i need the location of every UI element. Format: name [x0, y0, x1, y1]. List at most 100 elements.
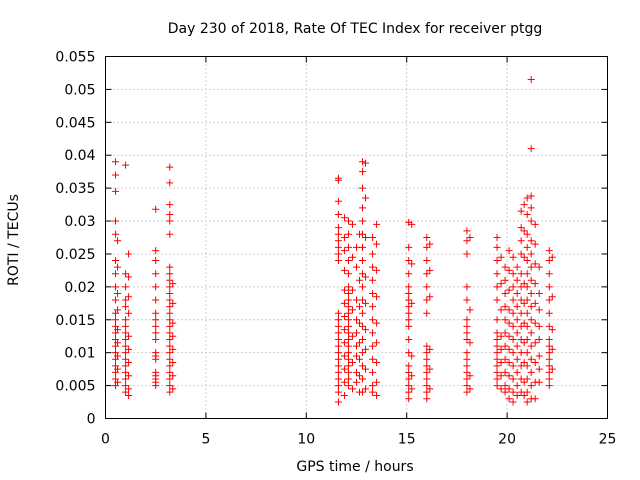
data-point — [122, 382, 130, 390]
data-point — [520, 299, 528, 307]
data-point — [517, 296, 525, 304]
data-point — [408, 385, 416, 393]
data-point — [362, 234, 370, 241]
data-point — [505, 372, 513, 380]
data-point — [423, 309, 431, 317]
data-point — [545, 296, 553, 304]
data-point — [535, 263, 543, 271]
data-point — [517, 322, 525, 330]
data-point — [405, 395, 413, 403]
data-point — [423, 296, 431, 304]
data-point — [545, 342, 553, 350]
data-point — [548, 293, 556, 301]
data-point — [166, 210, 174, 218]
data-point — [509, 362, 517, 370]
data-point — [122, 349, 130, 357]
data-point — [545, 362, 553, 370]
data-point — [166, 316, 174, 324]
data-point — [527, 237, 535, 245]
data-point — [509, 375, 517, 383]
data-point — [523, 257, 531, 265]
data-point — [344, 270, 352, 278]
data-point — [356, 372, 364, 380]
data-point — [166, 388, 174, 396]
y-tick-label: 0.045 — [55, 115, 95, 131]
data-point — [359, 230, 367, 238]
data-point — [509, 253, 517, 261]
x-tick-label: 5 — [201, 432, 210, 448]
data-point — [340, 326, 348, 334]
data-point — [493, 362, 501, 370]
data-point — [166, 296, 174, 304]
data-point — [348, 306, 356, 314]
data-point — [340, 299, 348, 307]
data-point — [348, 385, 356, 393]
data-point — [517, 349, 525, 357]
data-point — [523, 243, 531, 251]
data-point — [353, 329, 360, 337]
data-point — [340, 266, 348, 274]
data-point — [353, 342, 360, 350]
data-point — [466, 372, 474, 380]
data-point — [513, 303, 521, 311]
data-point — [125, 273, 133, 281]
data-point — [340, 247, 348, 255]
data-point — [501, 263, 509, 271]
data-point — [423, 388, 431, 396]
data-point — [359, 349, 367, 357]
data-point — [359, 309, 367, 317]
data-point — [523, 398, 531, 406]
data-point — [527, 355, 535, 363]
data-point — [353, 296, 360, 304]
data-point — [353, 368, 360, 376]
data-point — [523, 194, 531, 202]
data-point — [493, 283, 501, 291]
data-point — [166, 309, 174, 317]
data-point — [408, 260, 416, 268]
data-point — [369, 250, 377, 258]
data-point — [340, 234, 348, 241]
data-point — [125, 250, 133, 258]
data-point — [125, 359, 133, 367]
data-point — [531, 319, 539, 327]
data-point — [353, 316, 360, 324]
data-point — [501, 355, 509, 363]
data-point — [505, 319, 513, 327]
data-point — [523, 210, 531, 218]
data-point — [122, 322, 130, 330]
data-point — [466, 306, 474, 314]
data-point — [505, 385, 513, 393]
data-point — [520, 339, 528, 347]
y-tick-labels: 0 0.005 0.01 0.015 0.02 0.025 0.03 0.035 0.04 0.0… — [55, 50, 95, 428]
data-point — [509, 309, 517, 317]
data-point — [334, 230, 342, 238]
data-point — [344, 217, 352, 225]
data-point — [493, 382, 501, 390]
data-point — [405, 283, 413, 291]
data-point — [166, 263, 174, 271]
data-point — [520, 391, 528, 399]
data-point — [405, 257, 413, 265]
data-point — [112, 283, 120, 291]
data-point — [466, 234, 474, 241]
x-tick-label: 15 — [398, 432, 416, 448]
data-points — [112, 76, 556, 406]
data-point — [359, 388, 367, 396]
data-point — [426, 266, 434, 274]
data-point — [405, 362, 413, 370]
data-point — [340, 286, 348, 294]
data-point — [463, 322, 471, 330]
data-point — [369, 289, 377, 297]
data-point — [426, 385, 434, 393]
data-point — [423, 283, 431, 291]
data-point — [356, 339, 364, 347]
grid-lines — [105, 56, 608, 419]
data-point — [356, 319, 364, 327]
data-point — [166, 342, 174, 350]
data-point — [359, 322, 367, 330]
data-point — [344, 362, 352, 370]
data-point — [523, 375, 531, 383]
data-point — [405, 303, 413, 311]
plot-frame — [105, 56, 608, 419]
data-point — [509, 322, 517, 330]
